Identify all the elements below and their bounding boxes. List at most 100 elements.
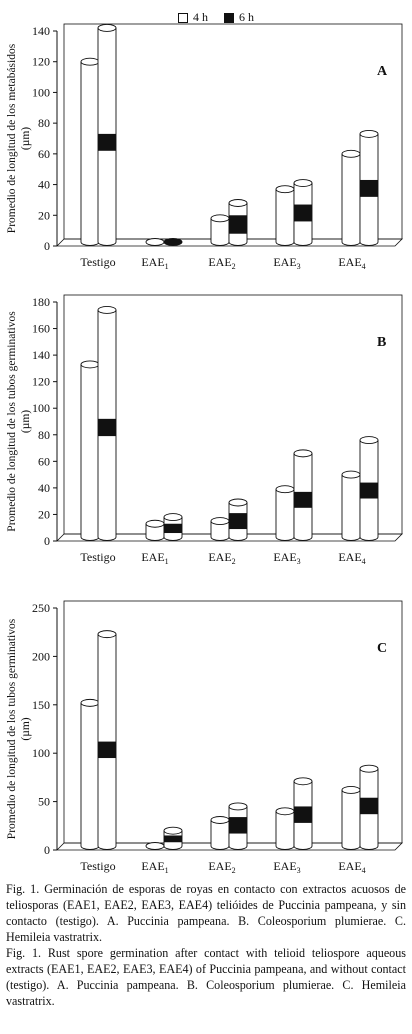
bar-top xyxy=(293,179,313,187)
bar-top xyxy=(275,485,295,494)
bar-6h-band xyxy=(294,491,312,508)
bar-EAE4-6h xyxy=(359,436,379,541)
legend-swatch-4h xyxy=(178,12,188,23)
x-tick-label: Testigo xyxy=(80,255,115,269)
y-tick-label: 80 xyxy=(38,428,50,442)
y-tick-label: 140 xyxy=(32,348,50,362)
y-tick-label: 60 xyxy=(38,147,50,161)
bar-top xyxy=(80,57,100,66)
bar-body xyxy=(80,61,100,246)
bar-top xyxy=(97,306,117,314)
bar-6h-band xyxy=(164,523,182,534)
y-tick-label: 250 xyxy=(32,601,50,615)
bar-6h-band xyxy=(98,741,116,759)
bar-Testigo-6h xyxy=(97,23,117,246)
bar-EAE3-4h xyxy=(275,807,295,850)
x-tick-label: EAE4 xyxy=(338,550,365,566)
caption-english: Fig. 1. Rust spore germination after con… xyxy=(6,946,406,1008)
chart-legend: 4 h 6 h xyxy=(178,10,254,25)
y-axis-title: Promedio de longitud de los tubos germin… xyxy=(6,311,32,532)
bar-top xyxy=(97,23,117,32)
figure: 4 h 6 h 0 20 40 60 80 100 120 140 Promedio de lo… xyxy=(6,10,403,875)
bar-6h-band xyxy=(294,806,312,823)
bar-top xyxy=(341,470,361,479)
x-tick-label: Testigo xyxy=(80,550,115,564)
bar-body xyxy=(210,819,230,850)
y-axis-title: Promedio de longitud de los metabásidos(… xyxy=(6,43,32,233)
bar-body xyxy=(275,489,295,541)
y-tick-label: 120 xyxy=(32,55,50,69)
bar-body xyxy=(210,218,230,246)
bar-top xyxy=(210,214,230,223)
bar-top xyxy=(293,449,313,458)
bar-Testigo-4h xyxy=(80,698,100,850)
bar-top xyxy=(341,786,361,794)
y-tick-label: 120 xyxy=(32,375,50,389)
bar-EAE3-6h xyxy=(293,449,313,541)
x-tick-label: EAE3 xyxy=(273,255,300,271)
bar-6h-band xyxy=(164,835,182,843)
x-tick-label: EAE2 xyxy=(208,255,235,271)
bar-EAE3-6h xyxy=(293,777,313,850)
bar-6h-band xyxy=(360,482,378,499)
bar-body xyxy=(80,364,100,541)
bar-top xyxy=(228,802,248,811)
bar-6h-band xyxy=(294,204,312,222)
panel-label: A xyxy=(377,64,388,79)
x-tick-label: EAE1 xyxy=(141,255,168,271)
bar-EAE3-4h xyxy=(275,185,295,246)
x-tick-label: EAE3 xyxy=(273,550,300,566)
plot-floor xyxy=(56,238,403,247)
x-tick-label: EAE1 xyxy=(141,550,168,566)
legend-swatch-6h xyxy=(224,12,234,23)
panel-label: B xyxy=(377,335,386,350)
bar-EAE2-4h xyxy=(210,517,230,541)
x-tick-label: EAE3 xyxy=(273,859,300,875)
x-tick-label: EAE2 xyxy=(208,550,235,566)
bar-disc xyxy=(145,842,165,850)
bar-Testigo-4h xyxy=(80,360,100,541)
bar-top xyxy=(341,149,361,158)
legend-item-4h: 4 h xyxy=(178,10,208,25)
y-tick-label: 200 xyxy=(32,649,50,663)
x-tick-label: EAE2 xyxy=(208,859,235,875)
bar-6h-band xyxy=(98,133,116,151)
bar-EAE2-6h xyxy=(228,802,248,850)
plot-floor xyxy=(56,533,403,542)
bar-EAE4-4h xyxy=(341,786,361,850)
y-tick-label: 150 xyxy=(32,698,50,712)
legend-label-4h: 4 h xyxy=(193,10,208,24)
bar-disc xyxy=(163,238,183,246)
y-tick-label: 100 xyxy=(32,85,50,99)
y-tick-label: 40 xyxy=(38,178,50,192)
bar-top xyxy=(80,360,100,369)
bar-EAE2-4h xyxy=(210,816,230,850)
y-tick-label: 80 xyxy=(38,116,50,130)
bar-EAE3-4h xyxy=(275,485,295,541)
bar-EAE1-6h xyxy=(163,238,183,246)
plot-floor xyxy=(56,842,403,851)
y-tick-label: 40 xyxy=(38,481,50,495)
bar-EAE1-6h xyxy=(163,513,183,541)
bar-Testigo-6h xyxy=(97,306,117,541)
x-tick-label: Testigo xyxy=(80,859,115,873)
bar-Testigo-4h xyxy=(80,57,100,246)
bar-EAE3-6h xyxy=(293,179,313,246)
bar-6h-band xyxy=(360,179,378,197)
bar-top xyxy=(293,777,313,786)
x-tick-label: EAE4 xyxy=(338,255,365,271)
y-tick-label: 20 xyxy=(38,507,50,521)
legend-item-6h: 6 h xyxy=(224,10,254,25)
bar-disc xyxy=(145,238,165,246)
bar-top xyxy=(359,129,379,138)
legend-label-6h: 6 h xyxy=(239,10,254,24)
bar-body xyxy=(341,153,361,246)
bar-top xyxy=(145,519,165,528)
y-tick-label: 0 xyxy=(44,239,50,253)
bar-EAE1-6h xyxy=(163,826,183,850)
bar-top xyxy=(97,630,117,639)
bar-EAE2-4h xyxy=(210,214,230,246)
bar-EAE4-4h xyxy=(341,149,361,246)
bar-body xyxy=(275,189,295,246)
